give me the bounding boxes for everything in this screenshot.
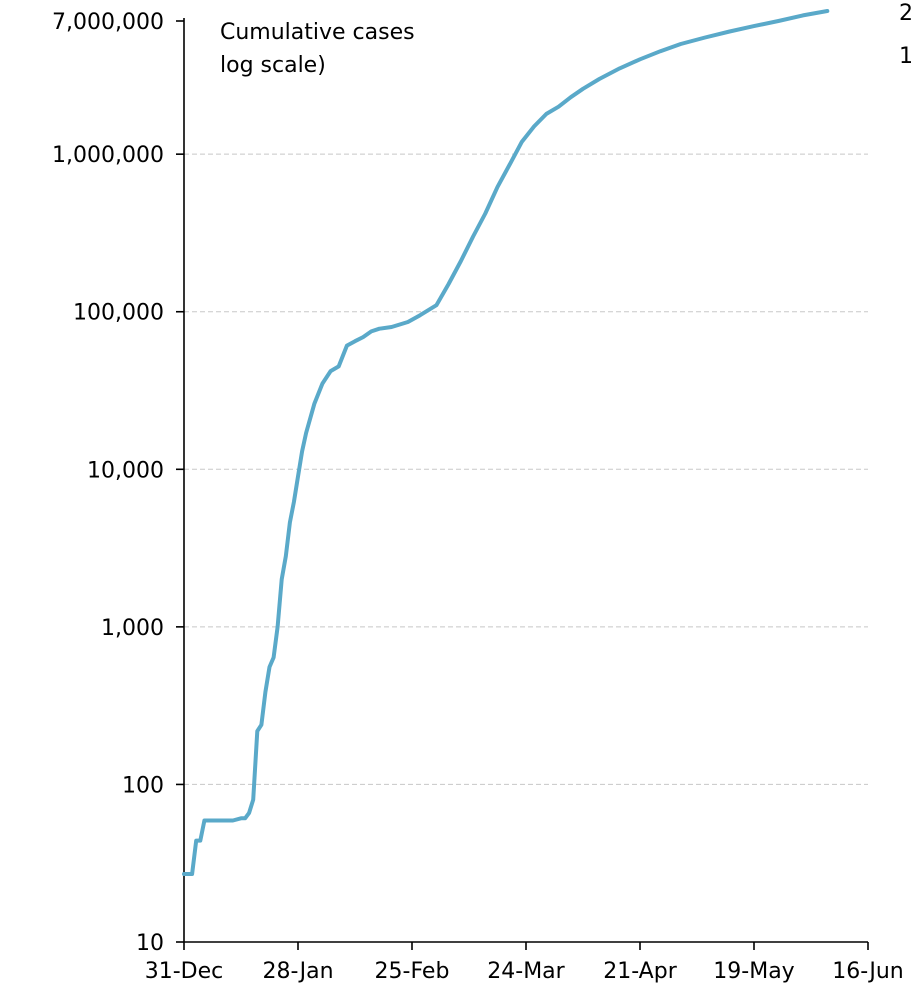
tick-labels: 10 100 1,000 10,000 100,000 1,000,000 7,000,00… <box>52 10 904 984</box>
gridlines <box>184 153 868 785</box>
y-tick-label: 100 <box>122 773 164 798</box>
y-tick-label: 1,000 <box>101 616 164 641</box>
axes <box>176 18 869 950</box>
x-tick-label: 28-Jan <box>262 959 333 984</box>
x-tick-label: 31-Dec <box>145 959 224 984</box>
x-tick-label: 25-Feb <box>375 959 450 984</box>
clipped-right-label-1: 2 <box>899 1 912 26</box>
y-tick-label: 100,000 <box>73 301 164 326</box>
annotation-line-2: log scale) <box>220 53 326 78</box>
y-tick-label: 1,000,000 <box>52 143 164 168</box>
y-tick-label: 10 <box>136 931 164 956</box>
x-tick-label: 21-Apr <box>603 959 677 984</box>
y-tick-label: 7,000,000 <box>52 10 164 35</box>
x-tick-label: 24-Mar <box>487 959 565 984</box>
y-tick-label: 10,000 <box>87 458 164 483</box>
annotation-line-1: Cumulative cases <box>220 20 415 45</box>
annotation: Cumulative cases log scale) 2 1 <box>220 1 912 78</box>
x-tick-label: 19-May <box>713 959 794 984</box>
series-layer <box>182 9 830 876</box>
series-line <box>182 9 830 876</box>
clipped-right-label-2: 1 <box>899 44 912 69</box>
x-tick-label: 16-Jun <box>832 959 904 984</box>
